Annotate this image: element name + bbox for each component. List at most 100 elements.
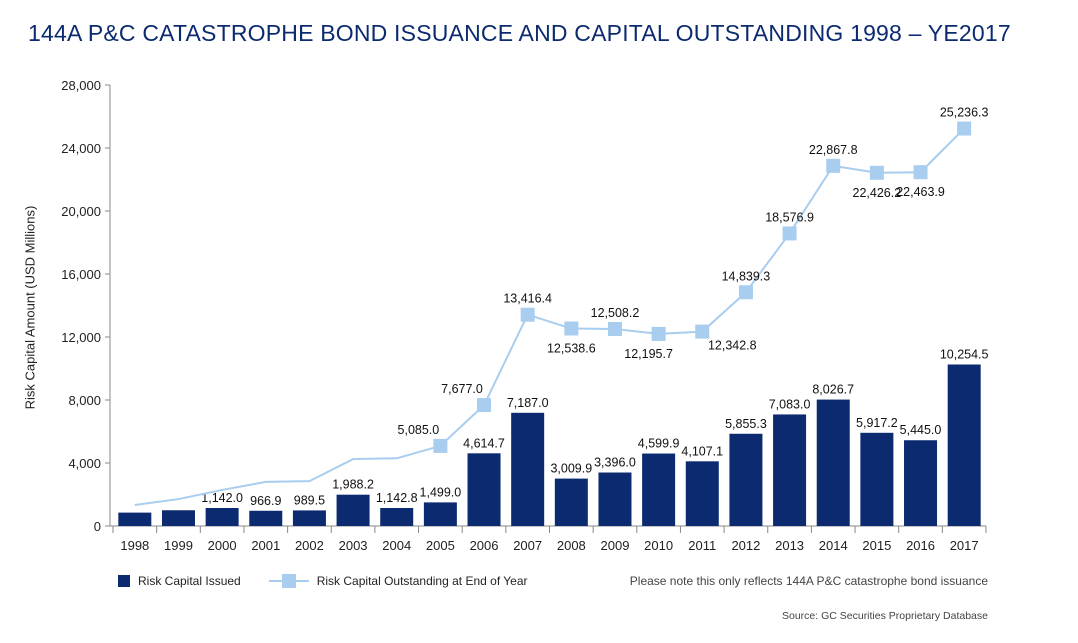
bar-2008 [554, 478, 588, 526]
bar-data-label: 7,187.0 [507, 396, 549, 410]
bar-data-label: 7,083.0 [769, 397, 811, 411]
y-tick-label: 20,000 [61, 204, 101, 219]
bar-data-label: 5,445.0 [900, 423, 942, 437]
line-marker-2010 [651, 326, 666, 341]
y-tick-label: 24,000 [61, 141, 101, 156]
bar-data-label: 1,142.8 [376, 491, 418, 505]
y-tick-label: 0 [94, 519, 101, 534]
x-tick-label: 2001 [251, 538, 280, 553]
line-data-label: 7,677.0 [441, 382, 483, 396]
bar-2015 [860, 432, 894, 526]
line-data-label: 14,839.3 [722, 269, 771, 283]
footnote: Please note this only reflects 144A P&C … [629, 574, 988, 588]
x-tick-label: 2016 [906, 538, 935, 553]
bar-2001 [249, 510, 283, 526]
bar-data-label: 10,254.5 [940, 347, 989, 361]
line-marker-2006 [477, 398, 492, 413]
y-tick-label: 12,000 [61, 330, 101, 345]
legend-label-outstanding: Risk Capital Outstanding at End of Year [316, 574, 528, 588]
x-tick-label: 2017 [950, 538, 979, 553]
bar-2005 [423, 502, 457, 526]
x-tick-label: 2002 [295, 538, 324, 553]
y-tick-label: 4,000 [68, 456, 101, 471]
legend: Risk Capital Issued Risk Capital Outstan… [118, 574, 528, 588]
line-marker-2015 [869, 165, 884, 180]
bar-2016 [904, 440, 938, 526]
line-marker-2016 [913, 165, 928, 180]
x-tick-label: 2015 [862, 538, 891, 553]
line-data-label: 13,416.4 [503, 292, 552, 306]
line-marker-2008 [564, 321, 579, 336]
bar-2006 [467, 453, 501, 526]
line-data-label: 12,508.2 [591, 306, 640, 320]
x-tick-label: 2005 [426, 538, 455, 553]
line-data-label: 22,426.2 [853, 186, 902, 200]
x-tick-label: 2006 [470, 538, 499, 553]
x-tick-label: 1999 [164, 538, 193, 553]
bar-2012 [729, 433, 763, 526]
line-data-label: 22,463.9 [896, 185, 945, 199]
bar-2013 [773, 414, 807, 526]
line-marker-2012 [738, 285, 753, 300]
bar-2000 [205, 508, 239, 526]
x-tick-label: 2014 [819, 538, 848, 553]
bar-data-label: 989.5 [294, 493, 325, 507]
line-marker-2014 [826, 158, 841, 173]
line-data-label: 12,342.8 [708, 339, 757, 353]
line-marker-2005 [433, 438, 448, 453]
line-data-label: 18,576.9 [765, 210, 814, 224]
bar-2017 [947, 364, 981, 526]
bar-2009 [598, 472, 632, 526]
line-data-label: 22,867.8 [809, 143, 858, 157]
bar-2010 [642, 453, 676, 526]
bar-data-label: 5,855.3 [725, 417, 767, 431]
y-tick-label: 28,000 [61, 78, 101, 93]
line-marker-2011 [695, 324, 710, 339]
bar-2007 [511, 412, 545, 526]
line-marker-2009 [607, 321, 622, 336]
bar-data-label: 1,988.2 [332, 478, 374, 492]
x-tick-label: 2012 [731, 538, 760, 553]
outstanding-line [134, 127, 965, 507]
bar-1999 [161, 510, 195, 526]
x-tick-label: 2000 [208, 538, 237, 553]
x-tick-label: 2009 [601, 538, 630, 553]
bar-2003 [336, 494, 370, 526]
x-tick-label: 2004 [382, 538, 411, 553]
bar-2002 [292, 510, 326, 526]
x-tick-label: 1998 [120, 538, 149, 553]
line-marker-2017 [957, 121, 972, 136]
y-tick-label: 16,000 [61, 267, 101, 282]
line-data-label: 12,538.6 [547, 342, 596, 356]
bar-2014 [816, 399, 850, 526]
bar-data-label: 5,917.2 [856, 416, 898, 430]
bar-data-label: 4,614.7 [463, 436, 505, 450]
line-marker-2007 [520, 307, 535, 322]
x-tick-label: 2003 [339, 538, 368, 553]
bar-data-label: 1,142.0 [201, 491, 243, 505]
legend-label-issued: Risk Capital Issued [138, 574, 241, 588]
bar-1998 [118, 512, 152, 526]
bar-data-label: 8,026.7 [812, 383, 854, 397]
bar-data-label: 3,009.9 [550, 462, 592, 476]
line-data-label: 25,236.3 [940, 106, 989, 120]
bar-data-label: 966.9 [250, 494, 281, 508]
legend-swatch-bar [118, 575, 130, 587]
x-tick-label: 2010 [644, 538, 673, 553]
bar-data-label: 4,107.1 [681, 444, 723, 458]
legend-swatch-line [268, 574, 309, 588]
bar-data-label: 1,499.0 [420, 485, 462, 499]
line-data-label: 5,085.0 [398, 423, 440, 437]
chart-title: 144A P&C CATASTROPHE BOND ISSUANCE AND C… [28, 20, 1011, 46]
x-tick-label: 2011 [688, 538, 716, 553]
y-tick-label: 8,000 [68, 393, 101, 408]
bar-data-label: 3,396.0 [594, 456, 636, 470]
x-tick-label: 2008 [557, 538, 586, 553]
line-data-label: 12,195.7 [624, 347, 673, 361]
bar-2011 [685, 461, 719, 526]
bar-data-label: 4,599.9 [638, 437, 680, 451]
x-tick-label: 2013 [775, 538, 804, 553]
source-note: Source: GC Securities Proprietary Databa… [781, 610, 988, 622]
bar-2004 [380, 508, 414, 526]
